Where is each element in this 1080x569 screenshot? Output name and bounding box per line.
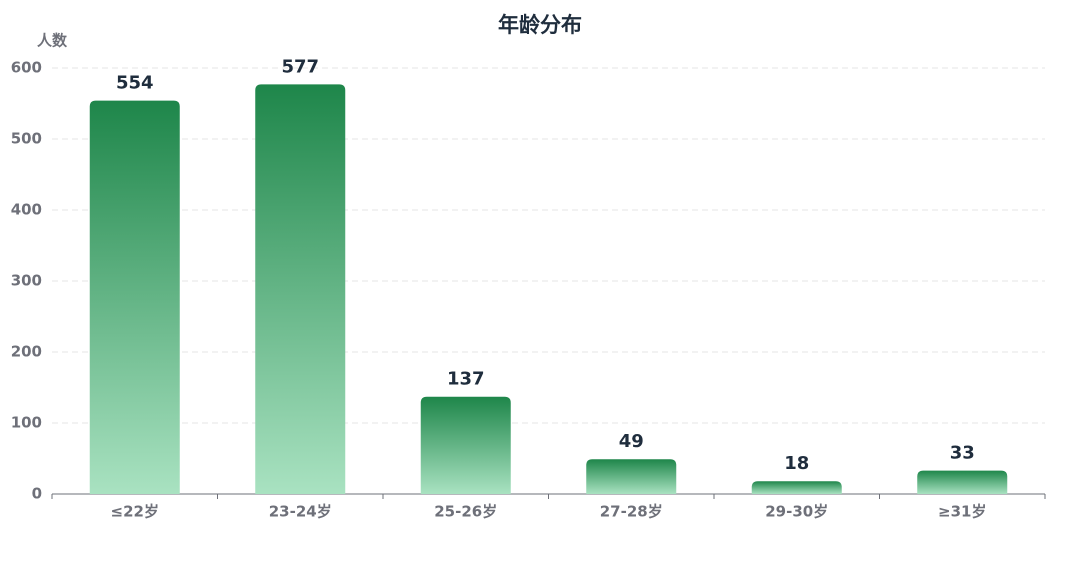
bar bbox=[420, 396, 511, 494]
y-tick-label: 0 bbox=[32, 485, 42, 503]
chart-title: 年龄分布 bbox=[498, 13, 582, 37]
y-axis-label: 人数 bbox=[37, 32, 68, 50]
bar bbox=[751, 481, 842, 494]
value-label: 577 bbox=[281, 56, 319, 77]
y-tick-label: 600 bbox=[11, 59, 42, 77]
y-tick-label: 200 bbox=[11, 343, 42, 361]
value-label: 33 bbox=[950, 443, 975, 464]
x-tick-label: 27-28岁 bbox=[600, 503, 663, 521]
value-label: 18 bbox=[784, 453, 809, 474]
value-label: 137 bbox=[447, 369, 485, 390]
x-tick-label: 23-24岁 bbox=[269, 503, 332, 521]
y-tick-label: 100 bbox=[11, 414, 42, 432]
x-tick-label: 25-26岁 bbox=[434, 503, 497, 521]
y-tick-label: 400 bbox=[11, 201, 42, 219]
value-label: 554 bbox=[116, 73, 154, 94]
value-label: 49 bbox=[619, 431, 644, 452]
x-tick-label: 29-30岁 bbox=[765, 503, 828, 521]
y-tick-label: 500 bbox=[11, 130, 42, 148]
bar bbox=[586, 459, 677, 494]
bar bbox=[89, 100, 180, 494]
x-tick-label: ≥31岁 bbox=[938, 503, 986, 521]
y-tick-label: 300 bbox=[11, 272, 42, 290]
bar bbox=[917, 470, 1008, 494]
x-tick-label: ≤22岁 bbox=[111, 503, 159, 521]
bar bbox=[255, 84, 346, 494]
